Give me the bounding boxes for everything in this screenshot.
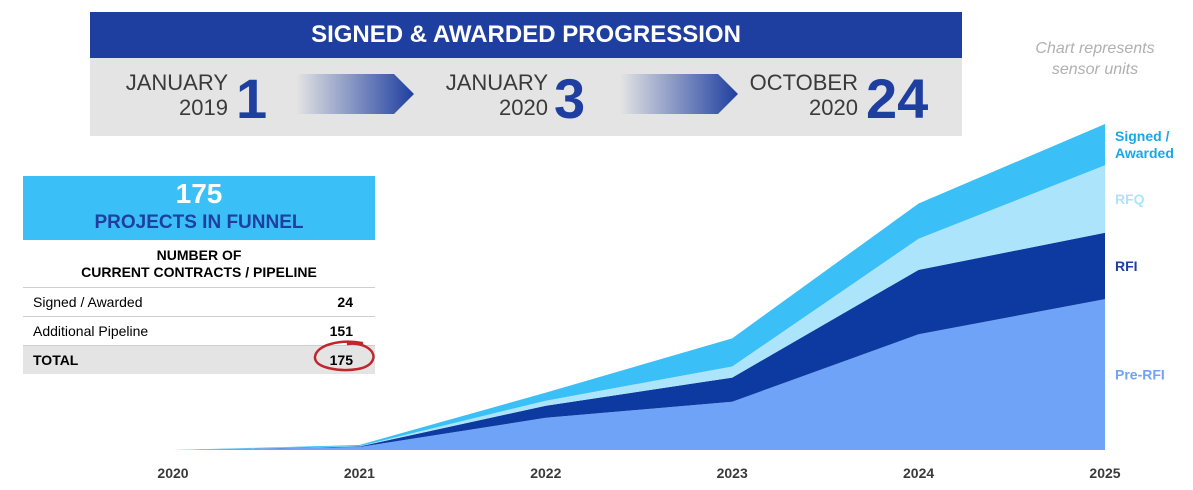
milestone-count: 3: [554, 67, 586, 130]
row-label: Additional Pipeline: [33, 323, 149, 339]
x-tick-label: 2020: [157, 465, 188, 481]
x-axis-ticks: 2020 2021 2022 2023 2024 2025: [157, 465, 1120, 481]
milestone-month: OCTOBER: [749, 70, 858, 95]
milestone-year: 2019: [179, 95, 228, 120]
milestone-oct-2020: OCTOBER 2020 24: [740, 67, 940, 130]
progression-banner: SIGNED & AWARDED PROGRESSION JANUARY 201…: [90, 12, 962, 136]
milestone-jan-2019: JANUARY 2019 1: [112, 67, 268, 130]
progress-arrow-icon: [296, 74, 414, 114]
x-tick-label: 2022: [530, 465, 561, 481]
series-label: Signed / Awarded: [1115, 128, 1174, 161]
milestone-month: JANUARY: [445, 70, 548, 95]
table-row: Additional Pipeline 151: [23, 317, 375, 346]
series-label: RFQ: [1115, 191, 1145, 207]
note-line: sensor units: [1051, 61, 1139, 78]
series-label: RFI: [1115, 258, 1138, 274]
banner-title: SIGNED & AWARDED PROGRESSION: [90, 12, 962, 58]
funnel-count: 175: [175, 178, 223, 209]
milestone-jan-2020: JANUARY 2020 3: [430, 67, 590, 130]
table-heading: NUMBER OF CURRENT CONTRACTS / PIPELINE: [81, 247, 317, 280]
milestone-year: 2020: [499, 95, 548, 120]
funnel-label: PROJECTS IN FUNNEL: [94, 212, 304, 233]
series-label: Pre-RFI: [1115, 367, 1165, 383]
x-tick-label: 2023: [717, 465, 748, 481]
milestone-count: 1: [236, 67, 268, 130]
chart-areas: [173, 124, 1105, 450]
area-series: [173, 299, 1105, 450]
row-label: Signed / Awarded: [33, 294, 143, 310]
row-value: 24: [337, 294, 353, 310]
x-tick-label: 2025: [1089, 465, 1120, 481]
progress-arrow-icon: [620, 74, 738, 114]
area-series: [173, 232, 1105, 450]
milestone-year: 2020: [809, 95, 858, 120]
table-row: Signed / Awarded 24: [23, 287, 375, 317]
highlight-circle-icon: [313, 340, 375, 372]
row-value: 151: [329, 323, 353, 339]
series-labels: Pre-RFI RFI RFQ Signed / Awarded: [1115, 128, 1174, 382]
milestone-count: 24: [866, 67, 929, 130]
x-tick-label: 2024: [903, 465, 934, 481]
milestone-month: JANUARY: [125, 70, 228, 95]
funnel-summary: 175 PROJECTS IN FUNNEL: [23, 176, 375, 240]
x-tick-label: 2021: [344, 465, 375, 481]
row-value: 175: [329, 352, 353, 368]
note-line: Chart represents: [1035, 40, 1155, 57]
row-label: TOTAL: [33, 352, 79, 368]
chart-note: Chart represents sensor units: [1015, 38, 1175, 80]
